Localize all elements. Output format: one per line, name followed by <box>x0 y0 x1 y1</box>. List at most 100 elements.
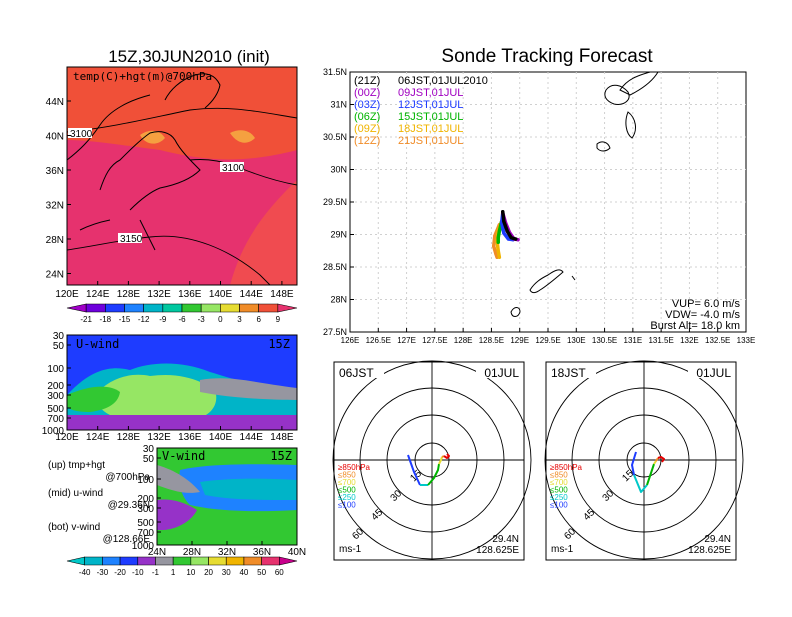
y-tick-label: 1000 <box>42 426 65 437</box>
left-legend: (up) tmp+hgt@700hPa(mid) u-wind @29.36N (b… <box>48 460 150 545</box>
coastline-islet <box>571 275 576 281</box>
temp-map-frame <box>66 66 298 286</box>
temp-colorbar-tick: 9 <box>276 315 281 324</box>
y-tick-label: 100 <box>137 475 154 486</box>
coastlines <box>66 73 221 251</box>
u-wind-field-green <box>95 374 217 423</box>
pressure-legend-item: ≤100 <box>550 501 568 510</box>
y-tick-label: 28.5N <box>323 262 347 272</box>
x-tick-label: 32N <box>218 547 236 558</box>
coastline-island <box>510 307 521 317</box>
track-point <box>496 236 500 240</box>
hodograph-lat: 29.4N <box>492 534 519 545</box>
hodograph-trace <box>441 455 445 458</box>
y-tick-label: 28N <box>330 295 347 305</box>
legend-sub: @29.36N <box>108 500 150 511</box>
hodograph-lat: 29.4N <box>704 534 731 545</box>
temp-colorbar-swatch <box>66 303 87 313</box>
x-tick-label: 132E <box>147 432 171 443</box>
track-point <box>496 249 500 253</box>
x-tick-label: 126.5E <box>366 336 391 345</box>
hodograph-trace <box>655 457 659 462</box>
x-tick-label: 40N <box>288 547 306 558</box>
wind-colorbar-tick: 60 <box>275 568 284 577</box>
track-point <box>496 240 500 244</box>
u-wind-field-green-dark <box>67 386 120 412</box>
coastline-north <box>604 71 659 105</box>
wind-colorbar-swatch <box>279 556 298 566</box>
wind-colorbar: -40 -30 -20 -10 -1 1 10 20 30 40 50 60 <box>66 556 298 577</box>
track-point <box>494 252 498 256</box>
wind-colorbar-swatch <box>102 556 121 566</box>
temp-map-y-ticks: 44N 40N 36N 32N 28N 24N <box>46 97 71 281</box>
hodograph-trace <box>427 463 440 486</box>
wind-colorbar-tick: -40 <box>79 568 91 577</box>
hodograph-frame <box>545 361 737 561</box>
v-wind-label: V-wind <box>162 449 205 463</box>
wind-colorbar-tick: 20 <box>204 568 213 577</box>
track-legend-code: (21Z) <box>354 75 380 87</box>
wind-colorbar-tick: -1 <box>152 568 160 577</box>
y-tick-label: 29.5N <box>323 197 347 207</box>
v-wind-field-gray <box>157 465 200 493</box>
track-legend-code: (03Z) <box>354 99 380 111</box>
x-tick-label: 128E <box>117 289 141 300</box>
temp-colorbar-tick: -3 <box>198 315 206 324</box>
y-tick-label: 30 <box>53 331 65 342</box>
height-contour-3150 <box>66 235 271 286</box>
wind-colorbar-tick: -10 <box>132 568 144 577</box>
hodograph-time: 06JST <box>339 366 374 380</box>
temp-colorbar-tick: 0 <box>218 315 223 324</box>
track-legend-time: 09JST,01JUL <box>398 87 463 99</box>
wind-colorbar-tick: 40 <box>239 568 248 577</box>
hodograph-trace <box>653 460 657 465</box>
temp-colorbar-swatch <box>162 303 183 313</box>
x-tick-label: 130.5E <box>592 336 617 345</box>
y-tick-label: 31N <box>330 100 347 110</box>
y-tick-label: 31.5N <box>323 67 347 77</box>
contour-label-box <box>68 128 92 138</box>
v-wind-field-cyan <box>200 478 297 500</box>
pressure-legend-item: ≤500 <box>338 486 356 495</box>
track-point <box>505 229 509 233</box>
x-tick-label: 133E <box>737 336 756 345</box>
temp-colorbar-tick: -15 <box>119 315 131 324</box>
wind-colorbar-swatch <box>66 556 85 566</box>
pressure-legend-item: ≥850hPa <box>550 463 583 472</box>
x-tick-label: 131.5E <box>648 336 673 345</box>
temp-colorbar-swatch <box>258 303 279 313</box>
temp-field-warm-patch-2 <box>230 130 255 143</box>
x-tick-label: 124E <box>86 289 110 300</box>
x-tick-label: 128.5E <box>479 336 504 345</box>
track-legend-time: 12JST,01JUL <box>398 99 463 111</box>
x-tick-label: 126E <box>341 336 360 345</box>
x-tick-label: 124E <box>86 432 110 443</box>
x-tick-label: 132.5E <box>705 336 730 345</box>
y-tick-label: 30N <box>330 165 347 175</box>
wind-colorbar-tick: 50 <box>257 568 266 577</box>
wind-colorbar-swatch <box>155 556 174 566</box>
y-tick-label: 500 <box>47 404 64 415</box>
y-tick-label: 28N <box>46 235 64 246</box>
temp-colorbar-swatch <box>200 303 221 313</box>
hodograph-lon: 128.625E <box>476 545 519 556</box>
hodograph-lon: 128.625E <box>688 545 731 556</box>
x-tick-label: 129E <box>510 336 529 345</box>
track-point <box>506 237 510 241</box>
track-y-ticks: 31.5N 31N 30.5N 30N 29.5N 29N 28.5N 28N 27.5N <box>323 67 354 337</box>
track-point <box>502 219 506 224</box>
vup-param: VUP= 6.0 m/s <box>672 298 741 310</box>
y-tick-label: 29N <box>330 230 347 240</box>
temp-colorbar-tick: 6 <box>256 315 261 324</box>
x-tick-label: 132E <box>147 289 171 300</box>
track-legend-code: (06Z) <box>354 111 380 123</box>
vdw-param: VDW= -4.0 m/s <box>665 309 740 321</box>
pressure-legend-item: ≤850 <box>338 471 356 480</box>
hodograph-time-bg <box>548 364 596 378</box>
coastline-island <box>625 111 636 139</box>
wind-colorbar-swatch <box>261 556 280 566</box>
hodograph-unit: ms-1 <box>551 544 574 555</box>
